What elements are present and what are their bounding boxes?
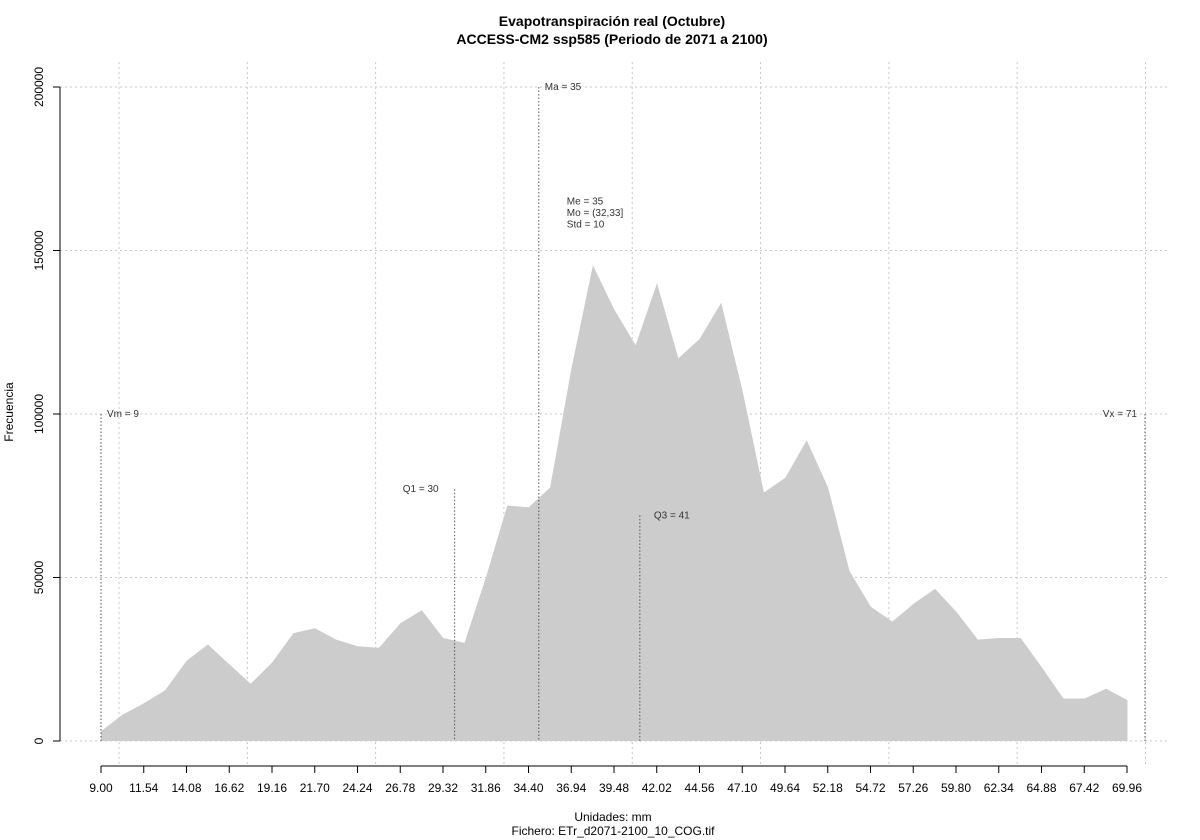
y-tick-label: 0 [32,737,46,744]
x-tick-label: 39.48 [599,781,629,795]
x-tick-label: 47.10 [727,781,757,795]
x-tick-label: 29.32 [428,781,458,795]
x-tick-label: 67.42 [1069,781,1099,795]
x-tick-label: 54.72 [855,781,885,795]
annotation-label: Me = 35 [567,196,604,207]
annotation-label: Vx = 71 [1103,409,1138,420]
x-tick-label: 52.18 [813,781,843,795]
x-tick-label: 21.70 [300,781,330,795]
file-caption: Fichero: ETr_d2071-2100_10_COG.tif [512,824,716,838]
x-tick-label: 64.88 [1026,781,1056,795]
x-axis-label: Unidades: mm [574,810,651,824]
x-tick-label: 31.86 [471,781,501,795]
x-tick-label: 11.54 [129,781,158,795]
annotation-label: Mo = (32,33] [567,208,624,219]
x-tick-label: 9.00 [89,781,113,795]
chart-title: Evapotranspiración real (Octubre) [499,13,725,29]
statistic-lines [100,87,1146,741]
annotation-label: Vm = 9 [107,409,139,420]
x-tick-label: 62.34 [984,781,1014,795]
y-tick-label: 150000 [32,230,46,270]
x-tick-label: 69.96 [1112,781,1142,795]
x-tick-label: 44.56 [684,781,714,795]
x-tick-label: 59.80 [941,781,971,795]
y-tick-label: 50000 [32,560,46,594]
x-axis: 9.00 11.54 14.08 16.62 19.16 21.70 24.24 26.78 2… [89,765,1142,795]
x-tick-label: 16.62 [214,781,244,795]
y-tick-label: 100000 [32,394,46,434]
x-tick-label: 26.78 [385,781,415,795]
frequency-area-shape [101,265,1128,741]
y-tick-label: 200000 [32,67,46,107]
frequency-area [101,265,1128,741]
x-tick-label: 57.26 [898,781,928,795]
x-tick-label: 14.08 [171,781,201,795]
annotation-label: Std = 10 [567,219,605,230]
x-tick-label: 49.64 [770,781,800,795]
x-tick-label: 36.94 [556,781,586,795]
x-tick-label: 34.40 [513,781,543,795]
annotation-label: Q1 = 30 [403,484,439,495]
y-axis-label: Frecuencia [2,382,16,442]
annotation-label: Ma = 35 [545,82,582,93]
x-tick-label: 19.16 [257,781,287,795]
x-tick-label: 24.24 [342,781,372,795]
annotation-label: Q3 = 41 [654,510,690,521]
y-axis: 0 50000 100000 150000 200000 [32,67,61,744]
x-tick-label: 42.02 [642,781,672,795]
chart-subtitle: ACCESS-CM2 ssp585 (Periodo de 2071 a 210… [456,31,767,47]
